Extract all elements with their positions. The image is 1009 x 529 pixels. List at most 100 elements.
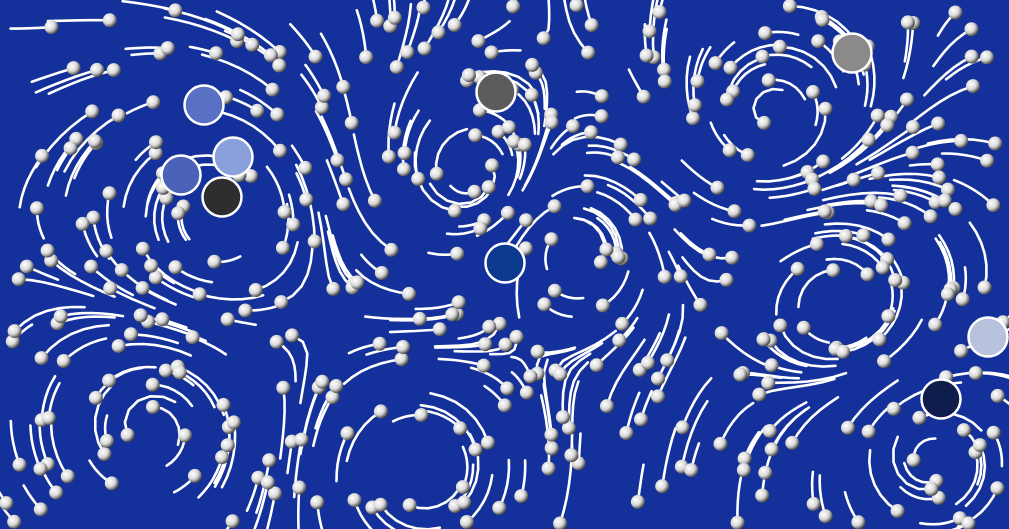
velocity-streak [317,211,335,291]
particle [584,125,598,140]
particle [752,387,767,402]
particle [564,448,579,463]
velocity-streak [882,318,923,363]
velocity-streak [589,206,624,260]
particle [727,204,742,219]
particle [906,120,920,134]
velocity-streak [13,305,86,333]
velocity-streak [778,45,838,89]
particle [714,326,729,341]
tracer-marker [484,242,526,284]
particle [226,415,241,430]
particle [536,31,551,46]
velocity-streak [877,196,932,218]
velocity-streak [434,342,487,349]
particle [955,292,970,307]
velocity-streak [625,391,641,435]
particle [687,98,702,113]
particle [514,489,529,504]
particle [856,228,871,243]
velocity-streak [290,334,309,405]
particle [387,125,402,140]
velocity-streak [915,139,963,150]
particle [172,365,187,380]
particle [553,367,568,382]
velocity-streak [371,506,396,529]
particle [269,334,284,349]
particle [758,465,773,480]
velocity-streak [521,121,553,192]
particle [468,442,483,457]
tracer-marker [183,84,225,126]
particle [451,295,466,310]
particle [657,62,672,77]
particle [145,377,160,392]
velocity-streak [275,340,297,383]
velocity-streak [197,455,224,499]
particle [396,340,411,354]
velocity-streak [878,285,903,341]
velocity-streak [160,196,170,243]
particle [930,157,945,172]
particle [133,308,148,323]
particle [815,12,830,27]
velocity-streak [867,448,899,513]
particle [594,109,609,124]
velocity-streak [401,119,412,171]
particle [517,137,532,152]
velocity-streak [18,154,44,209]
particle [816,154,831,169]
particle [481,435,495,450]
velocity-streak [198,292,265,301]
particle [416,0,431,15]
particle [736,463,751,477]
velocity-streak [768,401,808,433]
particle [761,376,776,390]
velocity-streak [63,114,120,173]
tracer-marker [831,32,873,74]
velocity-streak [606,183,652,220]
particle [102,186,117,201]
particle [740,148,755,163]
particle [397,162,411,177]
particle [652,5,667,19]
particle [986,425,1001,440]
particle [544,427,559,442]
particle [988,136,1003,151]
particle [168,260,183,275]
particle [373,497,388,512]
particle [758,26,773,41]
particle [948,5,963,20]
tracer-marker [475,71,517,113]
particle [931,116,946,131]
particle [178,428,192,443]
particle [5,334,20,349]
particle [619,426,634,440]
particle [192,287,207,302]
velocity-streak [563,0,590,54]
velocity-streak [826,199,873,207]
particle [106,63,121,78]
velocity-streak [94,366,144,400]
particle [34,351,49,366]
velocity-streak [719,401,755,446]
velocity-streak [220,421,237,489]
particle [506,134,521,149]
particle [651,371,665,386]
velocity-streak [408,487,461,510]
particle [643,211,658,226]
velocity-streak [968,221,988,289]
particle [651,389,665,404]
particle [742,218,757,233]
velocity-streak [855,125,915,166]
velocity-streak [954,450,979,506]
velocity-streak [117,342,193,357]
particle [900,15,915,30]
velocity-streak [764,408,808,474]
particle [248,283,263,297]
velocity-streak [49,259,116,298]
velocity-streak [842,235,897,282]
velocity-streak [326,230,354,289]
